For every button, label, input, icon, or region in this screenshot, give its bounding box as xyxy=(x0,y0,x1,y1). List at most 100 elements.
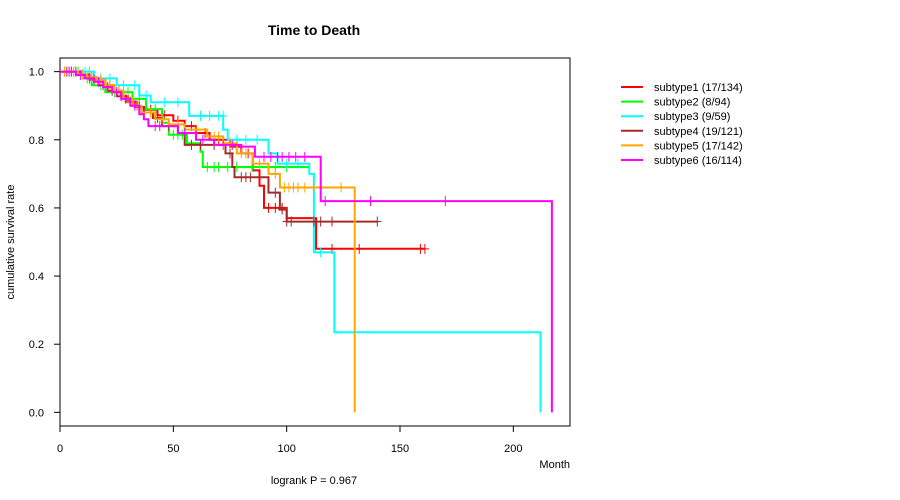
censor-mark xyxy=(76,70,85,81)
censor-mark xyxy=(121,93,130,104)
censor-mark xyxy=(441,196,450,207)
x-tick-label: 50 xyxy=(167,443,179,455)
censor-mark xyxy=(294,158,302,169)
y-axis-label: cumulative survival rate xyxy=(5,185,17,300)
censor-mark xyxy=(300,182,309,193)
x-tick-label: 200 xyxy=(504,443,522,455)
x-tick-label: 100 xyxy=(277,443,295,455)
y-tick-label: 0.8 xyxy=(29,135,44,147)
y-axis: 0.0 0.2 0.4 0.6 0.8 1.0 xyxy=(29,67,60,419)
censor-mark xyxy=(278,151,287,162)
censor-mark xyxy=(300,151,309,162)
plot-frame xyxy=(59,57,571,427)
censor-mark xyxy=(119,80,128,91)
y-tick-label: 0.0 xyxy=(29,407,44,419)
censor-mark xyxy=(253,134,262,145)
censor-mark xyxy=(103,81,112,92)
censor-mark xyxy=(142,90,151,101)
logrank-p-annotation: logrank P = 0.967 xyxy=(271,475,357,487)
legend-label: subtype1 (17/134) xyxy=(654,82,743,94)
y-tick-label: 1.0 xyxy=(29,67,44,79)
censor-mark xyxy=(214,162,223,173)
y-tick-label: 0.2 xyxy=(29,339,44,351)
series-subtype3 xyxy=(60,66,542,413)
series-subtype6 xyxy=(60,66,553,413)
censor-mark xyxy=(291,151,300,162)
survival-curves xyxy=(60,66,553,413)
censor-mark xyxy=(284,151,293,162)
censor-mark xyxy=(205,110,214,121)
censor-mark xyxy=(130,80,139,91)
censor-mark xyxy=(187,139,196,150)
censor-mark xyxy=(146,107,155,118)
censor-mark xyxy=(321,196,330,207)
survival-curve-subtype3 xyxy=(60,70,542,413)
censor-mark xyxy=(160,97,169,108)
censor-mark xyxy=(94,76,103,87)
censor-mark xyxy=(337,182,346,193)
survival-curve-subtype4 xyxy=(60,70,378,223)
censor-mark xyxy=(158,114,166,125)
censor-mark xyxy=(328,216,336,227)
censor-mark xyxy=(223,162,232,173)
y-tick-label: 0.4 xyxy=(29,271,44,283)
censor-mark xyxy=(196,139,205,150)
y-tick-label: 0.6 xyxy=(29,203,44,215)
censor-mark xyxy=(130,100,139,111)
survival-curve-subtype2 xyxy=(60,70,310,168)
series-subtype4 xyxy=(60,66,382,227)
censor-mark xyxy=(203,162,212,173)
censor-mark xyxy=(214,131,223,142)
censor-mark xyxy=(278,204,287,215)
x-axis-label: Month xyxy=(539,459,570,471)
censor-mark xyxy=(180,127,189,138)
censor-mark xyxy=(241,148,250,159)
censor-mark xyxy=(226,148,234,159)
censor-mark xyxy=(241,134,250,145)
censor-mark xyxy=(266,151,275,162)
censor-mark xyxy=(255,158,264,169)
legend-label: subtype6 (16/114) xyxy=(654,155,742,167)
censor-mark xyxy=(271,168,280,179)
legend-label: subtype4 (19/121) xyxy=(654,126,743,138)
censor-mark xyxy=(271,202,280,213)
censor-mark xyxy=(264,202,273,213)
censor-mark xyxy=(282,158,291,169)
censor-mark xyxy=(420,243,429,254)
chart-title: Time to Death xyxy=(268,22,360,38)
series-subtype1 xyxy=(60,66,429,254)
survival-curve-subtype5 xyxy=(60,70,356,413)
censor-mark xyxy=(309,216,318,227)
censor-mark xyxy=(112,87,121,98)
censor-mark xyxy=(316,216,325,227)
x-axis: 0 50 100 150 200 xyxy=(57,426,523,455)
censor-mark xyxy=(155,121,164,132)
censor-mark xyxy=(219,110,228,121)
legend-label: subtype5 (17/142) xyxy=(654,140,743,152)
censor-mark xyxy=(65,66,74,77)
censor-mark xyxy=(355,243,364,254)
censor-mark xyxy=(294,182,302,193)
x-tick-label: 150 xyxy=(391,443,409,455)
censor-mark xyxy=(198,134,207,145)
censor-mark xyxy=(228,139,237,150)
x-tick-label: 0 xyxy=(57,443,63,455)
legend: subtype1 (17/134) subtype2 (8/94) subtype3… xyxy=(621,82,743,167)
censor-mark xyxy=(246,172,255,183)
legend-label: subtype3 (9/59) xyxy=(654,111,730,123)
censor-mark xyxy=(309,182,318,193)
survival-curve-subtype6 xyxy=(60,70,553,413)
censor-mark xyxy=(316,247,325,258)
censor-mark xyxy=(219,139,228,150)
censor-mark xyxy=(271,187,280,198)
censor-mark xyxy=(196,110,205,121)
censor-mark xyxy=(373,216,382,227)
censor-mark xyxy=(173,97,182,108)
censor-mark xyxy=(85,73,94,84)
censor-mark xyxy=(287,216,296,227)
legend-label: subtype2 (8/94) xyxy=(654,97,730,109)
censor-mark xyxy=(260,151,268,162)
series-subtype5 xyxy=(60,66,356,413)
censor-mark xyxy=(366,196,375,207)
